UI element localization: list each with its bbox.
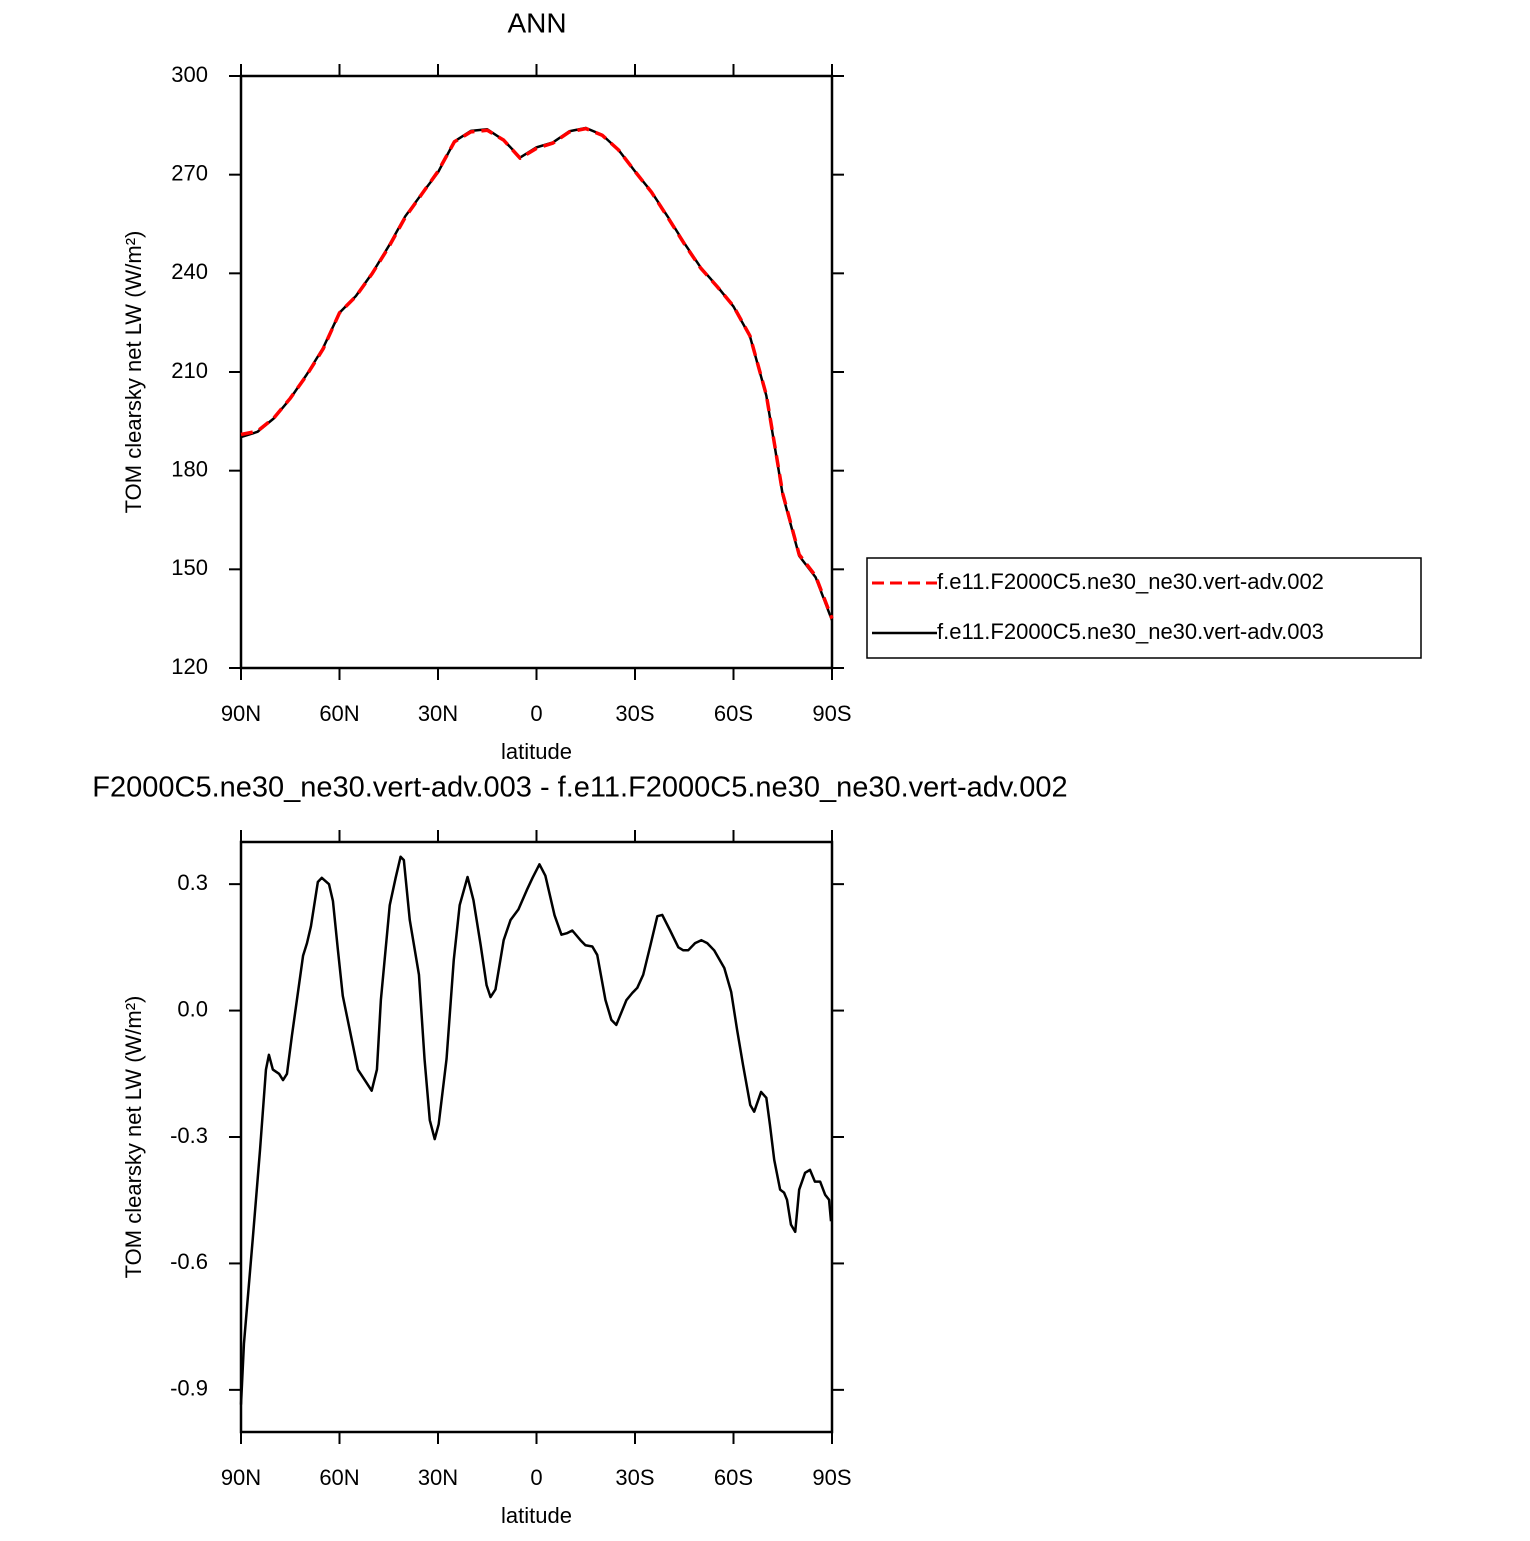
x-tick-label: 90N (221, 1465, 261, 1490)
data-line (240, 126, 834, 621)
y-tick-label: 240 (171, 259, 208, 284)
y-axis-label: TOM clearsky net LW (W/m²) (121, 231, 146, 514)
y-tick-label: 0.0 (177, 996, 208, 1021)
x-tick-label: 90S (812, 1465, 851, 1490)
legend-box (866, 557, 1422, 659)
y-tick-label: 120 (171, 654, 208, 679)
x-tick-label: 30N (418, 1465, 458, 1490)
x-tick-label: 90S (812, 701, 851, 726)
plot-frame (239, 74, 834, 670)
x-tick-label: 0 (530, 701, 542, 726)
y-tick-label: 150 (171, 555, 208, 580)
y-tick-label: 300 (171, 62, 208, 87)
plot-frame (239, 840, 834, 1434)
legend-label: f.e11.F2000C5.ne30_ne30.vert-adv.003 (937, 619, 1324, 644)
y-tick-label: 180 (171, 456, 208, 481)
y-tick-label: 0.3 (177, 870, 208, 895)
x-tick-label: 60N (319, 1465, 359, 1490)
x-axis-label: latitude (501, 1503, 572, 1528)
chart-title: F2000C5.ne30_ne30.vert-adv.003 - f.e11.F… (92, 772, 1067, 804)
y-axis-label: TOM clearsky net LW (W/m²) (121, 996, 146, 1279)
x-tick-label: 30N (418, 701, 458, 726)
x-tick-label: 30S (615, 701, 654, 726)
y-tick-label: -0.3 (170, 1123, 208, 1148)
x-tick-label: 60S (714, 701, 753, 726)
data-line (240, 126, 834, 620)
y-tick-label: 270 (171, 160, 208, 185)
data-line (239, 855, 833, 1405)
x-tick-label: 60S (714, 1465, 753, 1490)
x-tick-label: 0 (530, 1465, 542, 1490)
x-tick-label: 60N (319, 701, 359, 726)
x-tick-label: 30S (615, 1465, 654, 1490)
y-tick-label: -0.6 (170, 1249, 208, 1274)
x-axis-label: latitude (501, 739, 572, 764)
y-tick-label: -0.9 (170, 1376, 208, 1401)
legend-label: f.e11.F2000C5.ne30_ne30.vert-adv.002 (937, 569, 1324, 594)
chart-title: ANN (507, 7, 566, 38)
y-tick-label: 210 (171, 358, 208, 383)
x-tick-label: 90N (221, 701, 261, 726)
